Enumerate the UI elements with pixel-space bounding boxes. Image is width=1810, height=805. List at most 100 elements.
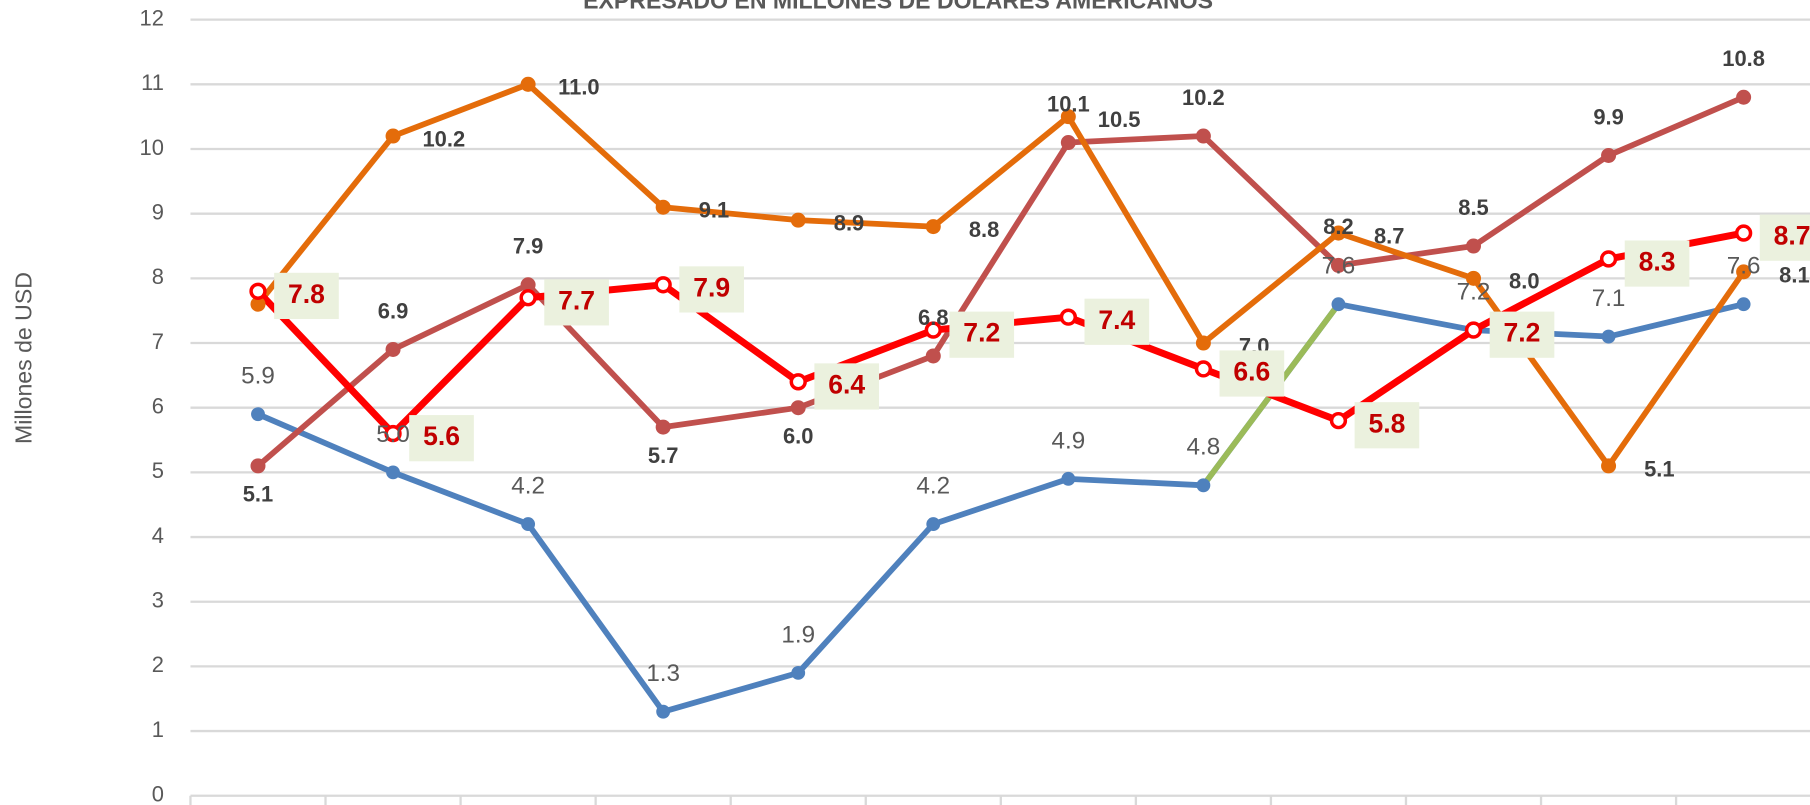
label-box: [679, 266, 744, 313]
y-tick-label: 6: [152, 393, 164, 418]
data-label: 10.5: [1098, 107, 1141, 132]
data-label: 1.9: [781, 621, 815, 648]
marker: [655, 199, 671, 215]
y-tick-label: 3: [152, 588, 164, 613]
marker: [384, 424, 402, 443]
marker: [249, 282, 267, 300]
y-tick-label: 1: [152, 717, 164, 742]
y-tick-label: 2: [152, 652, 164, 677]
data-label: 7.4: [1098, 305, 1135, 335]
y-tick-label: 0: [152, 782, 164, 805]
marker: [654, 276, 672, 294]
marker: [790, 212, 806, 228]
label-box: [274, 272, 339, 319]
y-tick-label: 9: [152, 199, 164, 224]
y-tick-label: 4: [152, 523, 164, 548]
marker: [1061, 471, 1076, 486]
data-label: 6.9: [378, 298, 408, 323]
data-label: 5.1: [1644, 456, 1674, 481]
marker: [1466, 270, 1482, 286]
marker: [1060, 135, 1076, 151]
data-label: 6.0: [783, 424, 813, 449]
marker: [1330, 257, 1346, 273]
marker: [1331, 297, 1346, 312]
marker: [1736, 297, 1751, 312]
data-label: 7.6: [1322, 253, 1356, 280]
marker: [1330, 225, 1346, 241]
data-label: 8.1: [1779, 262, 1809, 287]
marker: [385, 128, 401, 144]
y-tick-label: 12: [140, 5, 164, 30]
data-label: 4.2: [511, 473, 545, 500]
data-label: 8.7: [1374, 223, 1404, 248]
chart-subtitle: EXPRESADO EN MILLONES DE DOLARES AMERICA…: [583, 0, 1213, 13]
marker: [1736, 264, 1752, 280]
data-label: 10.8: [1722, 46, 1765, 71]
marker: [924, 321, 942, 339]
data-label: 5.9: [241, 363, 275, 390]
marker: [386, 465, 400, 480]
marker: [925, 348, 941, 364]
data-label: 7.7: [558, 285, 595, 315]
marker: [1736, 89, 1752, 105]
marker: [925, 219, 941, 235]
data-label: 10.1: [1047, 91, 1090, 116]
series-line: [255, 81, 1746, 469]
data-label: 5.0: [376, 421, 410, 448]
series-line: [256, 94, 1745, 469]
data-label: 8.9: [834, 211, 864, 236]
marker: [1601, 147, 1617, 163]
marker: [789, 373, 807, 391]
data-label: 9.1: [699, 198, 729, 223]
marker: [1194, 360, 1213, 378]
data-label: 7.2: [1504, 318, 1541, 348]
data-label: 5.1: [243, 482, 273, 507]
data-label: 8.3: [1639, 247, 1676, 277]
marker: [1195, 335, 1211, 351]
label-box: [1354, 402, 1420, 449]
marker: [655, 419, 671, 435]
marker: [1329, 411, 1348, 430]
data-label: 7.6: [1727, 253, 1761, 280]
marker: [1599, 250, 1618, 268]
series-line: [256, 301, 1745, 715]
marker: [791, 665, 806, 680]
data-label: 10.2: [423, 126, 466, 151]
label-box: [1624, 240, 1690, 287]
label-box: [1084, 298, 1150, 345]
data-label: 7.2: [963, 318, 1000, 348]
data-label: 4.8: [1187, 434, 1221, 461]
data-label: 6.6: [1233, 357, 1270, 387]
marker: [1060, 109, 1076, 125]
label-box: [409, 415, 474, 462]
data-label: 8.2: [1323, 214, 1353, 239]
data-label: 5.7: [648, 443, 678, 468]
y-tick-label: 8: [152, 264, 164, 289]
data-label: 7.9: [513, 234, 543, 259]
marker: [519, 289, 537, 307]
marker: [1734, 224, 1753, 242]
marker: [1195, 128, 1211, 144]
label-box: [814, 363, 880, 410]
data-label: 5.6: [423, 421, 460, 451]
data-label: 7.9: [693, 272, 730, 302]
data-label: 8.8: [969, 217, 999, 242]
y-tick-label: 11: [141, 70, 164, 95]
label-box: [1489, 311, 1555, 358]
label-box: [544, 279, 609, 326]
data-label: 9.9: [1593, 104, 1623, 129]
data-label: 5.8: [1368, 408, 1405, 438]
y-axis-label: Millones de USD: [10, 272, 36, 444]
label-box: [1759, 214, 1810, 261]
marker: [250, 296, 266, 312]
marker: [250, 458, 266, 474]
marker: [926, 517, 941, 532]
data-label: 10.2: [1182, 85, 1225, 110]
marker: [1601, 458, 1617, 474]
data-label: 8.0: [1509, 269, 1539, 294]
data-label: 8.5: [1458, 195, 1488, 220]
marker: [1464, 321, 1483, 339]
data-label: 6.4: [828, 369, 865, 399]
data-label: 1.3: [646, 660, 680, 687]
